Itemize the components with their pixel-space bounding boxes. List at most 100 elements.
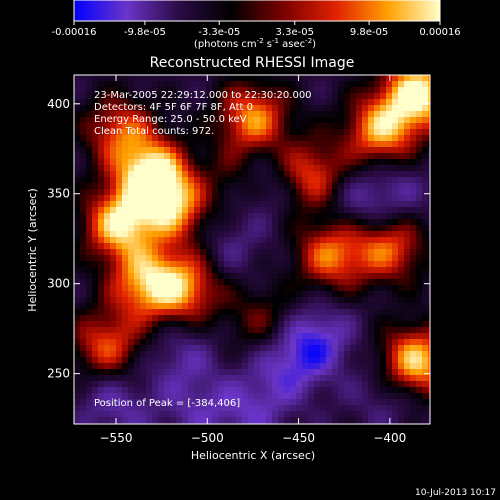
colorbar-units: (photons cm-2 s-1 asec-2) <box>194 37 316 50</box>
heatmap-cell <box>386 393 393 400</box>
heatmap-cell <box>422 105 429 112</box>
heatmap-cell <box>380 189 387 196</box>
heatmap-cell <box>242 309 249 316</box>
heatmap-cell <box>368 315 375 322</box>
heatmap-cell <box>200 213 207 220</box>
heatmap-cell <box>344 123 351 130</box>
heatmap-cell <box>386 351 393 358</box>
heatmap-cell <box>182 147 189 154</box>
heatmap-cell <box>374 375 381 382</box>
heatmap-cell <box>122 411 129 418</box>
heatmap-cell <box>80 159 87 166</box>
heatmap-cell <box>194 135 201 142</box>
heatmap-cell <box>212 261 219 268</box>
heatmap-cell <box>314 117 321 124</box>
heatmap-cell <box>206 405 213 412</box>
heatmap-cell <box>158 327 165 334</box>
heatmap-cell <box>146 309 153 316</box>
heatmap-cell <box>158 261 165 268</box>
heatmap-cell <box>176 87 183 94</box>
heatmap-cell <box>350 105 357 112</box>
heatmap-cell <box>428 213 430 220</box>
heatmap-cell <box>152 99 159 106</box>
heatmap-cell <box>266 321 273 328</box>
heatmap-cell <box>122 123 129 130</box>
heatmap-cell <box>398 165 405 172</box>
heatmap-cell <box>272 339 279 346</box>
heatmap-cell <box>254 303 261 310</box>
heatmap-cell <box>194 411 201 418</box>
heatmap-cell <box>392 309 399 316</box>
heatmap-cell <box>104 273 111 280</box>
heatmap-cell <box>182 195 189 202</box>
heatmap-cell <box>116 333 123 340</box>
heatmap-cell <box>194 93 201 100</box>
heatmap-cell <box>134 159 141 166</box>
heatmap-cell <box>362 285 369 292</box>
heatmap-cell <box>140 93 147 100</box>
heatmap-cell <box>398 207 405 214</box>
heatmap-cell <box>74 231 81 238</box>
heatmap-cell <box>302 159 309 166</box>
heatmap-cell <box>428 345 430 352</box>
heatmap-cell <box>416 201 423 208</box>
heatmap-cell <box>110 333 117 340</box>
heatmap-cell <box>296 303 303 310</box>
heatmap-cell <box>170 213 177 220</box>
heatmap-cell <box>152 87 159 94</box>
heatmap-cell <box>140 267 147 274</box>
heatmap-cell <box>290 75 297 82</box>
heatmap-cell <box>218 189 225 196</box>
heatmap-cell <box>86 177 93 184</box>
heatmap-cell <box>416 327 423 334</box>
heatmap-cell <box>74 105 81 112</box>
heatmap-cell <box>98 255 105 262</box>
heatmap-cell <box>362 183 369 190</box>
heatmap-cell <box>230 237 237 244</box>
heatmap-cell <box>374 81 381 88</box>
heatmap-cell <box>164 243 171 250</box>
heatmap-cell <box>86 285 93 292</box>
heatmap-cell <box>98 261 105 268</box>
heatmap-cell <box>308 87 315 94</box>
heatmap-cell <box>278 237 285 244</box>
heatmap-cell <box>272 351 279 358</box>
heatmap-cell <box>212 159 219 166</box>
heatmap-cell <box>296 213 303 220</box>
heatmap-cell <box>248 411 255 418</box>
heatmap-cell <box>104 381 111 388</box>
heatmap-cell <box>398 273 405 280</box>
heatmap-cell <box>344 381 351 388</box>
heatmap-cell <box>356 375 363 382</box>
heatmap-cell <box>350 411 357 418</box>
heatmap-cell <box>284 339 291 346</box>
heatmap-cell <box>404 399 411 406</box>
heatmap-cell <box>152 267 159 274</box>
heatmap-cell <box>266 165 273 172</box>
heatmap-cell <box>206 213 213 220</box>
heatmap-cell <box>116 117 123 124</box>
heatmap-cell <box>356 129 363 136</box>
heatmap-cell <box>140 105 147 112</box>
x-tick-label: −400 <box>373 431 406 445</box>
heatmap-cell <box>278 375 285 382</box>
heatmap-cell <box>368 159 375 166</box>
heatmap-cell <box>338 237 345 244</box>
heatmap-cell <box>122 267 129 274</box>
heatmap-cell <box>170 183 177 190</box>
heatmap-cell <box>284 129 291 136</box>
heatmap-cell <box>134 381 141 388</box>
heatmap-cell <box>134 195 141 202</box>
heatmap-cell <box>428 357 430 364</box>
heatmap-cell <box>140 393 147 400</box>
heatmap-cell <box>326 225 333 232</box>
heatmap-cell <box>350 117 357 124</box>
heatmap-cell <box>338 105 345 112</box>
heatmap-cell <box>428 267 430 274</box>
heatmap-cell <box>254 279 261 286</box>
heatmap-cell <box>206 363 213 370</box>
heatmap-cell <box>344 375 351 382</box>
heatmap-cell <box>296 195 303 202</box>
heatmap-cell <box>230 267 237 274</box>
heatmap-cell <box>158 393 165 400</box>
